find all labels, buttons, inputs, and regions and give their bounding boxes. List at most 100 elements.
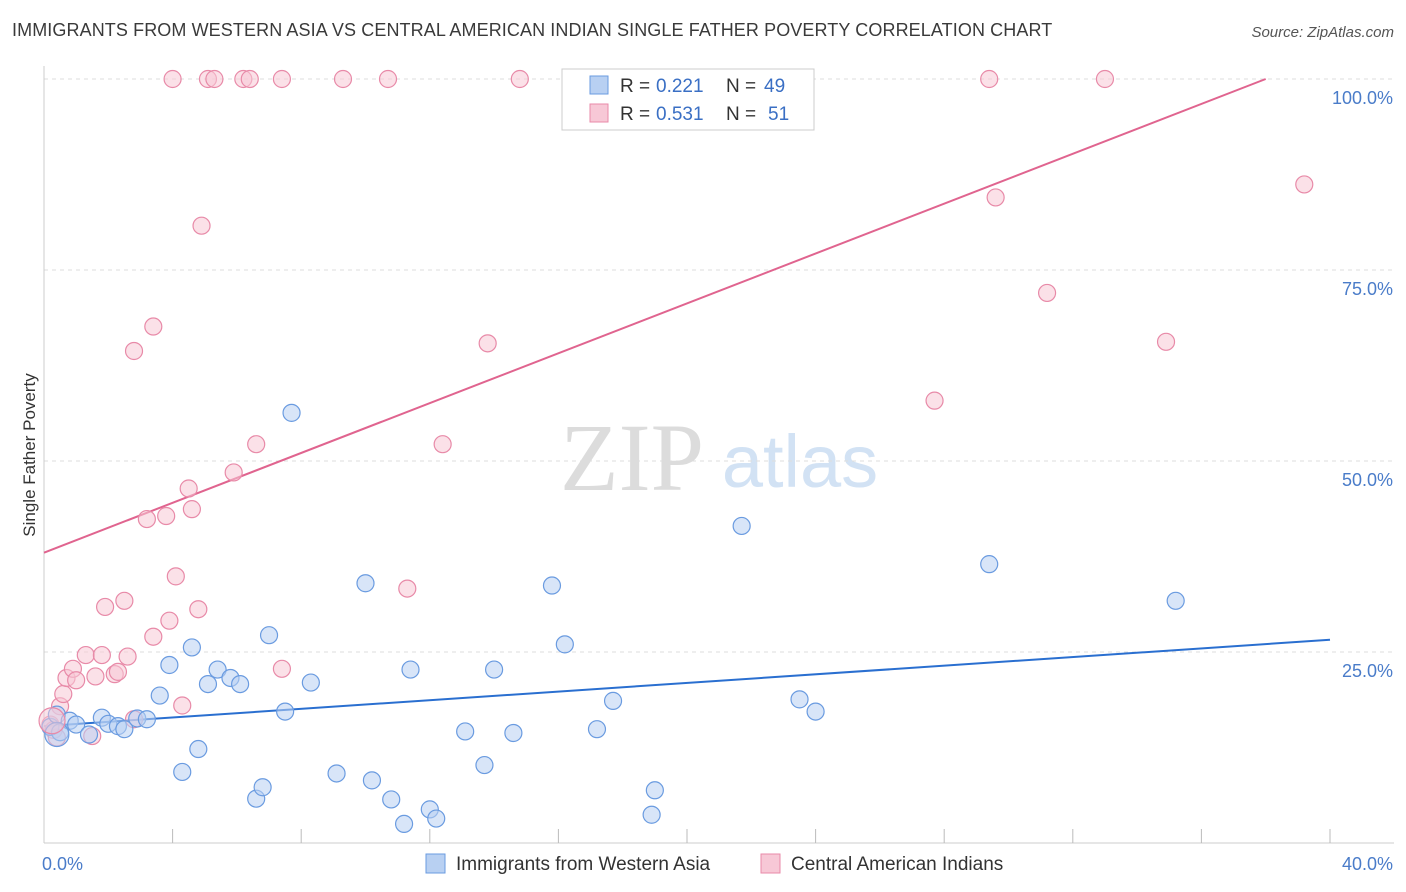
point-central-american-indians bbox=[118, 647, 137, 666]
point-western-asia bbox=[555, 635, 574, 654]
point-central-american-indians bbox=[95, 597, 115, 617]
point-western-asia bbox=[475, 755, 494, 775]
watermark-zip: ZIP bbox=[560, 404, 704, 511]
point-western-asia bbox=[259, 626, 279, 645]
point-central-american-indians bbox=[925, 391, 944, 410]
point-central-american-indians bbox=[272, 659, 292, 678]
point-western-asia bbox=[542, 576, 562, 595]
point-central-american-indians bbox=[1156, 332, 1176, 351]
point-western-asia bbox=[301, 673, 320, 692]
y-axis-label: Single Father Poverty bbox=[20, 373, 39, 537]
trend-line-central-american-indians bbox=[43, 78, 1267, 554]
point-central-american-indians bbox=[54, 684, 73, 704]
point-western-asia bbox=[231, 674, 250, 694]
point-central-american-indians bbox=[1095, 69, 1115, 89]
point-central-american-indians bbox=[986, 188, 1005, 207]
point-central-american-indians bbox=[137, 509, 156, 529]
point-western-asia bbox=[160, 655, 179, 675]
x-tick-max: 40.0% bbox=[1342, 854, 1393, 874]
legend-r-value-2: 0.531 bbox=[656, 104, 704, 125]
point-central-american-indians bbox=[67, 671, 86, 690]
point-western-asia bbox=[182, 638, 201, 657]
point-central-american-indians bbox=[86, 667, 105, 686]
point-western-asia bbox=[208, 660, 227, 679]
point-central-american-indians bbox=[144, 317, 163, 336]
point-central-american-indians bbox=[124, 341, 144, 361]
point-central-american-indians bbox=[247, 435, 266, 454]
point-western-asia bbox=[173, 762, 192, 782]
point-western-asia bbox=[253, 778, 272, 797]
point-central-american-indians bbox=[1295, 175, 1314, 194]
point-western-asia bbox=[67, 715, 86, 734]
point-central-american-indians bbox=[333, 69, 353, 89]
point-central-american-indians bbox=[173, 696, 192, 715]
y-tick-label: 100.0% bbox=[1332, 88, 1393, 108]
point-central-american-indians bbox=[205, 69, 224, 89]
point-western-asia bbox=[642, 805, 661, 824]
data-points bbox=[38, 69, 1314, 834]
point-central-american-indians bbox=[189, 600, 208, 619]
point-western-asia bbox=[356, 574, 375, 593]
source-label: Source: ZipAtlas.com bbox=[1251, 24, 1394, 41]
point-central-american-indians bbox=[272, 69, 292, 89]
bottom-legend-label-pink: Central American Indians bbox=[791, 854, 1003, 875]
y-tick-label: 25.0% bbox=[1342, 661, 1393, 681]
point-central-american-indians bbox=[76, 645, 95, 665]
point-central-american-indians bbox=[108, 662, 128, 681]
point-western-asia bbox=[189, 739, 208, 759]
point-western-asia bbox=[456, 722, 475, 741]
legend: R = 0.221 N = 49 R = 0.531 N = 51 bbox=[561, 68, 815, 131]
point-western-asia bbox=[485, 660, 504, 679]
point-western-asia bbox=[198, 674, 218, 694]
x-tick-min: 0.0% bbox=[42, 854, 83, 874]
point-western-asia bbox=[382, 790, 401, 809]
point-central-american-indians bbox=[224, 463, 243, 482]
point-western-asia bbox=[150, 686, 169, 705]
legend-r-value-1: 0.221 bbox=[656, 76, 704, 97]
legend-swatch-blue bbox=[589, 75, 609, 95]
point-western-asia bbox=[645, 781, 664, 800]
point-western-asia bbox=[732, 516, 751, 536]
legend-r-label-1: R = bbox=[620, 76, 650, 97]
point-central-american-indians bbox=[510, 69, 529, 89]
axes bbox=[43, 66, 1394, 844]
point-western-asia bbox=[282, 403, 301, 422]
point-western-asia bbox=[587, 720, 607, 739]
point-western-asia bbox=[427, 809, 446, 828]
point-central-american-indians bbox=[179, 479, 198, 498]
point-western-asia bbox=[362, 771, 382, 790]
point-western-asia bbox=[980, 555, 999, 574]
legend-r-label-2: R = bbox=[620, 104, 650, 125]
legend-n-label-2: N = bbox=[726, 104, 756, 125]
point-central-american-indians bbox=[433, 435, 452, 454]
point-central-american-indians bbox=[115, 591, 134, 610]
point-central-american-indians bbox=[378, 69, 398, 89]
point-central-american-indians bbox=[166, 567, 185, 586]
point-western-asia bbox=[401, 660, 420, 679]
point-western-asia bbox=[603, 691, 623, 710]
point-central-american-indians bbox=[478, 334, 497, 353]
point-western-asia bbox=[137, 710, 156, 729]
bottom-legend-swatch-pink bbox=[760, 853, 781, 874]
point-western-asia bbox=[276, 702, 295, 721]
point-central-american-indians bbox=[144, 627, 163, 646]
point-central-american-indians bbox=[160, 611, 179, 630]
point-western-asia bbox=[79, 725, 99, 744]
point-western-asia bbox=[790, 690, 809, 709]
bottom-legend-swatch-blue bbox=[425, 853, 446, 874]
point-western-asia bbox=[1166, 591, 1185, 610]
point-central-american-indians bbox=[980, 69, 999, 89]
point-central-american-indians bbox=[157, 506, 176, 526]
point-western-asia bbox=[504, 723, 523, 743]
chart-title: IMMIGRANTS FROM WESTERN ASIA VS CENTRAL … bbox=[12, 20, 1053, 40]
point-cluster-central-american-indians bbox=[38, 707, 66, 735]
point-western-asia bbox=[806, 702, 825, 721]
point-central-american-indians bbox=[163, 69, 182, 89]
point-western-asia bbox=[327, 764, 346, 783]
grid: 25.0% 50.0% 75.0% 100.0% bbox=[44, 78, 1394, 681]
point-central-american-indians bbox=[1037, 283, 1057, 303]
legend-n-label-1: N = bbox=[726, 76, 756, 97]
trend-line-western-asia bbox=[43, 638, 1331, 728]
legend-n-value-2: 51 bbox=[768, 104, 789, 125]
